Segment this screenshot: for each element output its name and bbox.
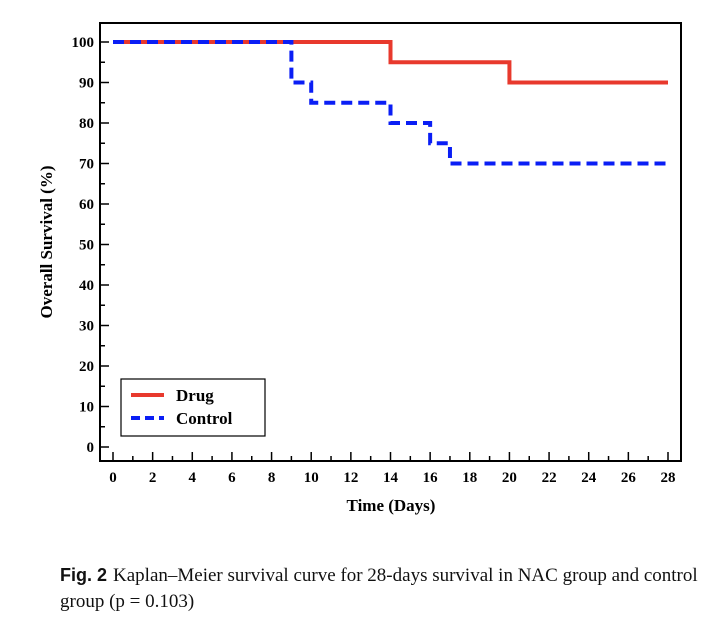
x-tick-label: 12 (343, 470, 358, 486)
y-tick-label: 90 (79, 76, 94, 92)
y-tick-label: 80 (79, 116, 94, 132)
x-tick-label: 24 (581, 470, 597, 486)
caption-label: Fig. 2 (60, 565, 108, 585)
y-tick-label: 40 (79, 278, 94, 294)
y-tick-label: 20 (79, 359, 94, 375)
legend: Drug Control (120, 378, 266, 437)
x-tick-label: 28 (661, 470, 676, 486)
y-tick-label: 100 (72, 35, 95, 51)
legend-label-control: Control (176, 409, 233, 428)
figure-caption: Fig. 2 Kaplan–Meier survival curve for 28… (60, 562, 700, 615)
x-tick-label: 2 (149, 470, 157, 486)
x-tick-label: 20 (502, 470, 517, 486)
x-tick-label: 6 (228, 470, 236, 486)
x-tick-label: 22 (542, 470, 557, 486)
legend-label-drug: Drug (176, 386, 214, 405)
y-tick-label: 10 (79, 400, 94, 416)
y-tick-label: 70 (79, 157, 94, 173)
x-tick-label: 8 (268, 470, 276, 486)
x-tick-label: 14 (383, 470, 399, 486)
x-axis-label: Time (Days) (347, 496, 436, 515)
x-tick-label: 26 (621, 470, 637, 486)
series-line-drug (113, 40, 668, 85)
y-tick-label: 60 (79, 197, 94, 213)
y-tick-label: 0 (87, 440, 95, 456)
series-line-control (113, 40, 668, 166)
y-tick-label: 50 (79, 238, 94, 254)
legend-box (120, 378, 266, 437)
x-tick-label: 16 (423, 470, 439, 486)
kaplan-meier-chart: 0 2 4 6 8 10 12 14 16 18 20 22 24 26 28010203040506070… (37, 22, 682, 515)
caption-text: Kaplan–Meier survival curve for 28-days … (60, 565, 698, 612)
y-tick-label: 30 (79, 319, 94, 335)
y-axis-label: Overall Survival (%) (37, 166, 56, 319)
x-tick-label: 4 (189, 470, 197, 486)
x-tick-label: 0 (109, 470, 117, 486)
x-tick-label: 10 (304, 470, 319, 486)
x-tick-label: 18 (462, 470, 477, 486)
